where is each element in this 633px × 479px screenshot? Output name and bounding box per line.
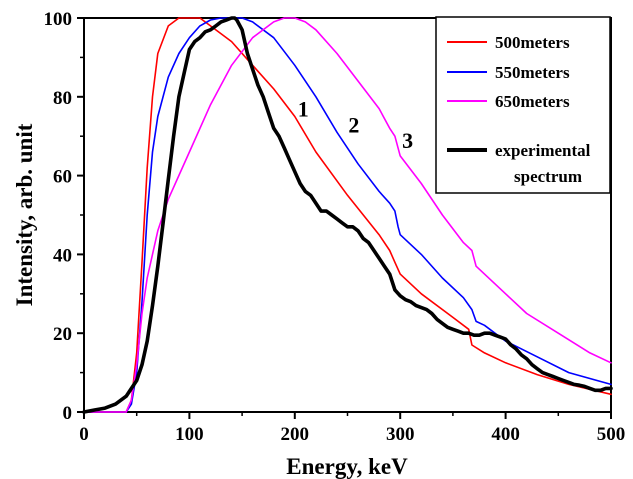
legend: 500meters 550meters 650meters experimental s…: [435, 16, 611, 194]
x-tick-label: 0: [79, 424, 89, 445]
x-axis-title: Energy, keV: [286, 454, 408, 479]
series-line-500meters: [83, 17, 612, 413]
y-axis-title: Intensity, arb. unit: [12, 123, 37, 306]
y-tick-label: 80: [53, 88, 72, 109]
x-tick-label: 200: [281, 424, 310, 445]
legend-box: [435, 16, 611, 194]
legend-label: spectrum: [514, 167, 582, 186]
x-tick-label: 300: [386, 424, 415, 445]
curve-label-3: 3: [402, 128, 413, 153]
tick-labels: 0 100 200 300 400 500 0 20 40 60 80 100: [44, 9, 626, 445]
legend-label: 500meters: [495, 33, 570, 52]
x-tick-label: 100: [175, 424, 204, 445]
curve-label-2: 2: [348, 112, 359, 137]
curve-annotations: 1 2 3: [298, 97, 413, 154]
y-tick-label: 60: [53, 167, 72, 188]
y-tick-label: 100: [44, 9, 73, 30]
series-line-650meters: [83, 17, 612, 413]
y-tick-label: 20: [53, 324, 72, 345]
series-lines: [82, 16, 613, 414]
y-tick-label: 40: [53, 245, 72, 266]
axis-ticks: [77, 17, 612, 419]
series-line-experimental-spectrum: [82, 16, 613, 414]
legend-label: 650meters: [495, 92, 570, 111]
legend-label: 550meters: [495, 63, 570, 82]
curve-label-1: 1: [298, 97, 309, 122]
series-line-550meters: [83, 17, 612, 413]
legend-label: experimental: [495, 141, 591, 160]
x-tick-label: 400: [491, 424, 520, 445]
x-tick-label: 500: [597, 424, 626, 445]
y-tick-label: 0: [63, 403, 73, 424]
